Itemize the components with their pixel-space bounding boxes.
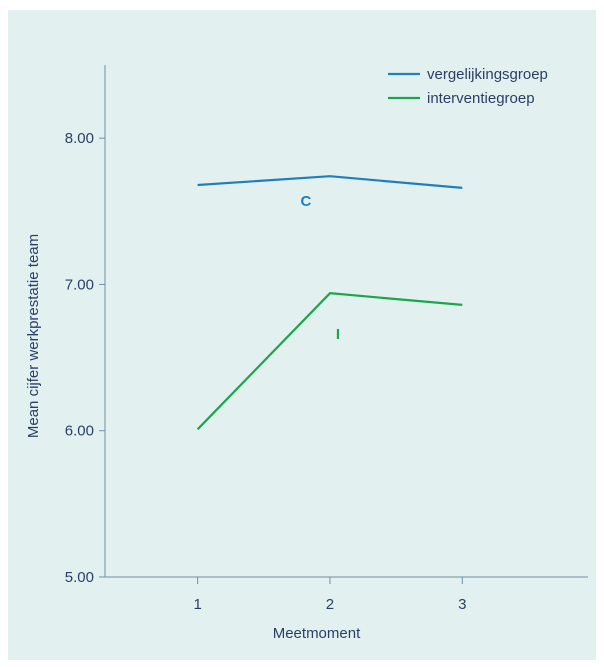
series-line-interventiegroep: [196, 292, 463, 431]
y-tick-label: 6.00: [65, 423, 94, 440]
y-axis-label: Mean cijfer werkprestatie team: [25, 234, 42, 438]
series-lines: [196, 175, 463, 431]
series-inline-label: C: [301, 193, 312, 210]
series-labels: CI: [301, 193, 341, 343]
x-tick-label: 1: [193, 596, 201, 613]
legend: vergelijkingsgroep interventiegroep: [388, 66, 548, 107]
legend-label: vergelijkingsgroep: [427, 66, 548, 83]
y-tick-label: 8.00: [65, 130, 94, 147]
x-tick-label: 2: [326, 596, 334, 613]
line-chart: 5.006.007.008.001 2 3 CI vergelijkingsgroe…: [25, 65, 588, 642]
axes: [104, 65, 588, 578]
y-tick-label: 7.00: [65, 276, 94, 293]
y-tick-label: 5.00: [65, 569, 94, 586]
series-line-vergelijkingsgroep: [197, 175, 463, 189]
x-axis-label: Meetmoment: [273, 625, 361, 642]
legend-label: interventiegroep: [427, 90, 535, 107]
x-tick-label: 3: [458, 596, 466, 613]
series-inline-label: I: [336, 326, 340, 343]
ticks: 5.00 6.00 7.00 8.00 1 2 3: [65, 130, 467, 613]
